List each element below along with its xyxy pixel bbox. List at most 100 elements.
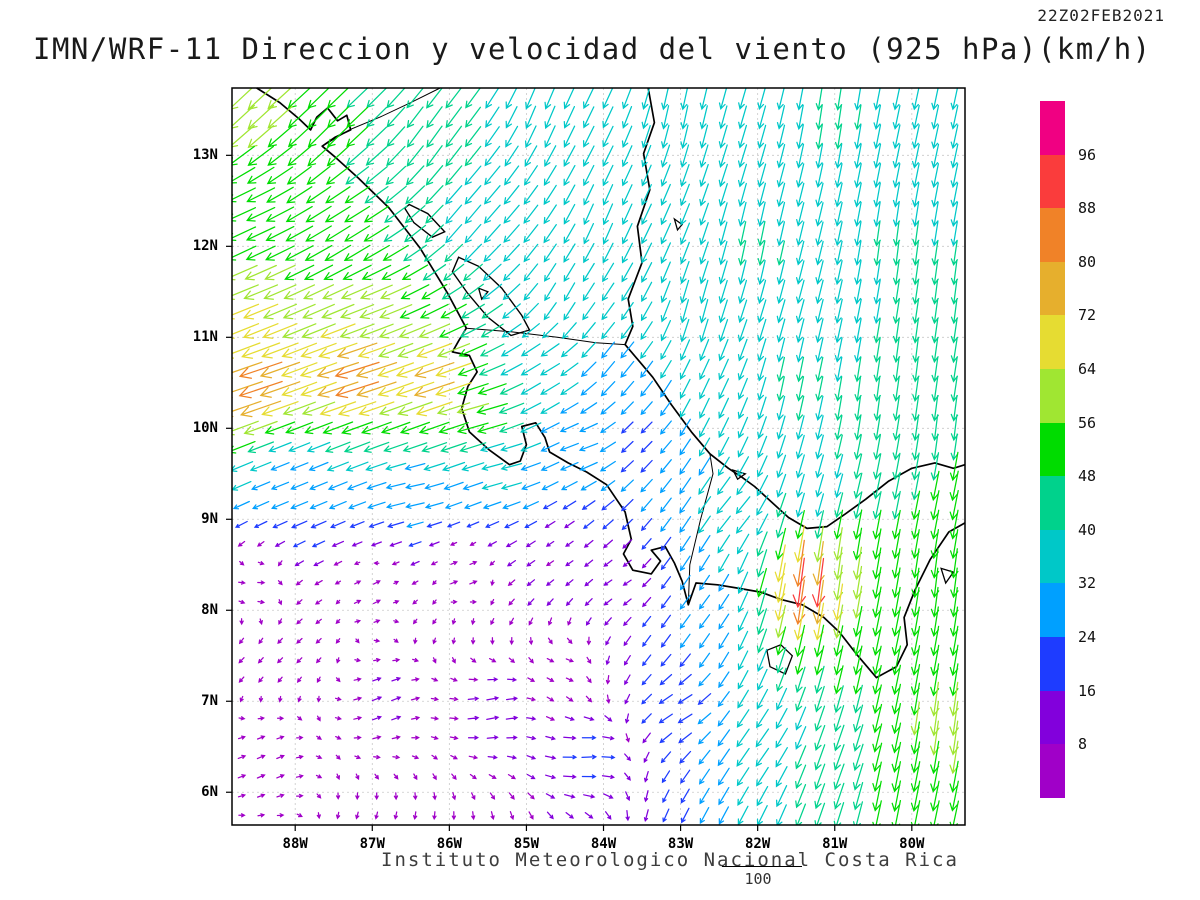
wind-arrow bbox=[563, 125, 576, 148]
wind-arrow bbox=[381, 264, 411, 281]
wind-arrow bbox=[834, 88, 843, 111]
wind-arrow bbox=[526, 755, 537, 760]
wind-arrow bbox=[950, 104, 959, 130]
wind-arrow bbox=[834, 318, 843, 344]
wind-arrow bbox=[699, 124, 709, 149]
wind-arrow bbox=[716, 515, 731, 534]
wind-arrow bbox=[299, 362, 338, 378]
wind-arrow bbox=[659, 673, 673, 686]
wind-arrow bbox=[755, 728, 770, 748]
wind-arrow bbox=[445, 106, 463, 129]
wind-arrow bbox=[950, 375, 959, 403]
wind-arrow bbox=[438, 422, 469, 435]
wind-arrow bbox=[949, 451, 959, 482]
wind-arrow bbox=[912, 375, 920, 402]
wind-arrow bbox=[697, 496, 712, 515]
wind-arrow bbox=[795, 473, 805, 498]
wind-arrow bbox=[373, 638, 381, 643]
wind-arrow bbox=[873, 414, 881, 441]
wind-arrow bbox=[288, 442, 311, 453]
wind-arrow bbox=[757, 201, 766, 227]
wind-arrow bbox=[699, 358, 710, 381]
wind-arrow bbox=[482, 501, 502, 510]
wind-arrow bbox=[600, 401, 616, 415]
wind-arrow bbox=[345, 146, 369, 166]
map-frame bbox=[231, 87, 966, 826]
wind-arrow bbox=[698, 476, 711, 495]
wind-arrow bbox=[463, 263, 483, 282]
wind-arrow bbox=[737, 319, 748, 343]
wind-arrow bbox=[737, 144, 748, 169]
wind-arrow bbox=[238, 637, 245, 645]
wind-arrow bbox=[756, 494, 769, 516]
wind-arrow bbox=[679, 438, 692, 456]
wind-arrow bbox=[756, 587, 767, 617]
wind-arrow bbox=[302, 303, 335, 320]
wind-arrow bbox=[641, 203, 652, 226]
wind-arrow bbox=[505, 88, 518, 110]
wind-arrow bbox=[660, 653, 672, 667]
wind-arrow bbox=[345, 166, 370, 185]
wind-arrow bbox=[562, 500, 577, 510]
wind-arrow bbox=[545, 560, 555, 567]
wind-arrow bbox=[484, 126, 500, 148]
wind-arrow bbox=[250, 481, 271, 491]
wind-arrow bbox=[737, 611, 749, 632]
wind-arrow bbox=[931, 182, 939, 208]
wind-arrow bbox=[795, 783, 807, 809]
wind-arrow bbox=[738, 182, 747, 208]
wind-arrow bbox=[775, 747, 788, 768]
wind-arrow bbox=[505, 106, 518, 129]
wind-arrow bbox=[546, 598, 554, 607]
wind-arrow bbox=[413, 381, 455, 398]
wind-arrow bbox=[301, 401, 336, 416]
wind-arrow bbox=[950, 221, 958, 247]
wind-arrow bbox=[660, 614, 672, 629]
wind-arrow bbox=[316, 812, 321, 820]
wind-arrow bbox=[776, 88, 785, 111]
wind-arrow bbox=[406, 521, 424, 529]
wind-arrow bbox=[641, 558, 652, 569]
wind-arrow bbox=[737, 786, 749, 806]
wind-arrow bbox=[391, 735, 401, 740]
wind-arrow bbox=[680, 318, 690, 343]
wind-arrow bbox=[413, 637, 418, 645]
wind-arrow bbox=[620, 421, 634, 434]
wind-arrow bbox=[482, 263, 502, 282]
wind-arrow bbox=[520, 442, 542, 452]
wind-arrow bbox=[737, 299, 748, 324]
wind-arrow bbox=[698, 749, 711, 765]
wind-arrow bbox=[872, 761, 882, 793]
wind-arrow bbox=[912, 356, 920, 383]
wind-arrow bbox=[854, 259, 862, 286]
wind-arrow bbox=[660, 556, 672, 571]
wind-arrow bbox=[488, 657, 497, 663]
wind-arrow bbox=[854, 124, 862, 150]
wind-arrow bbox=[854, 395, 862, 422]
wind-arrow bbox=[580, 361, 597, 378]
lon-tick-label: 83W bbox=[667, 836, 694, 852]
wind-arrow bbox=[679, 457, 692, 475]
wind-arrow bbox=[490, 598, 495, 606]
wind-arrow bbox=[854, 240, 862, 266]
wind-arrow bbox=[640, 459, 653, 473]
wind-arrow bbox=[322, 284, 354, 300]
wind-arrow bbox=[738, 240, 747, 266]
wind-arrow bbox=[775, 727, 788, 749]
wind-arrow bbox=[910, 761, 921, 793]
wind-arrow bbox=[796, 221, 805, 247]
wind-arrow bbox=[757, 259, 766, 286]
wind-arrow bbox=[257, 813, 266, 818]
wind-arrow bbox=[443, 481, 464, 491]
wind-arrow bbox=[334, 361, 380, 379]
wind-arrow bbox=[353, 677, 362, 682]
wind-arrow bbox=[679, 241, 690, 265]
wind-arrow bbox=[543, 165, 557, 187]
wind-arrow bbox=[438, 323, 469, 338]
wind-arrow bbox=[456, 422, 489, 435]
wind-arrow bbox=[371, 696, 383, 702]
wind-arrow bbox=[640, 380, 654, 397]
wind-arrow bbox=[892, 452, 901, 481]
wind-arrow bbox=[277, 560, 283, 567]
wind-arrow bbox=[679, 535, 691, 553]
